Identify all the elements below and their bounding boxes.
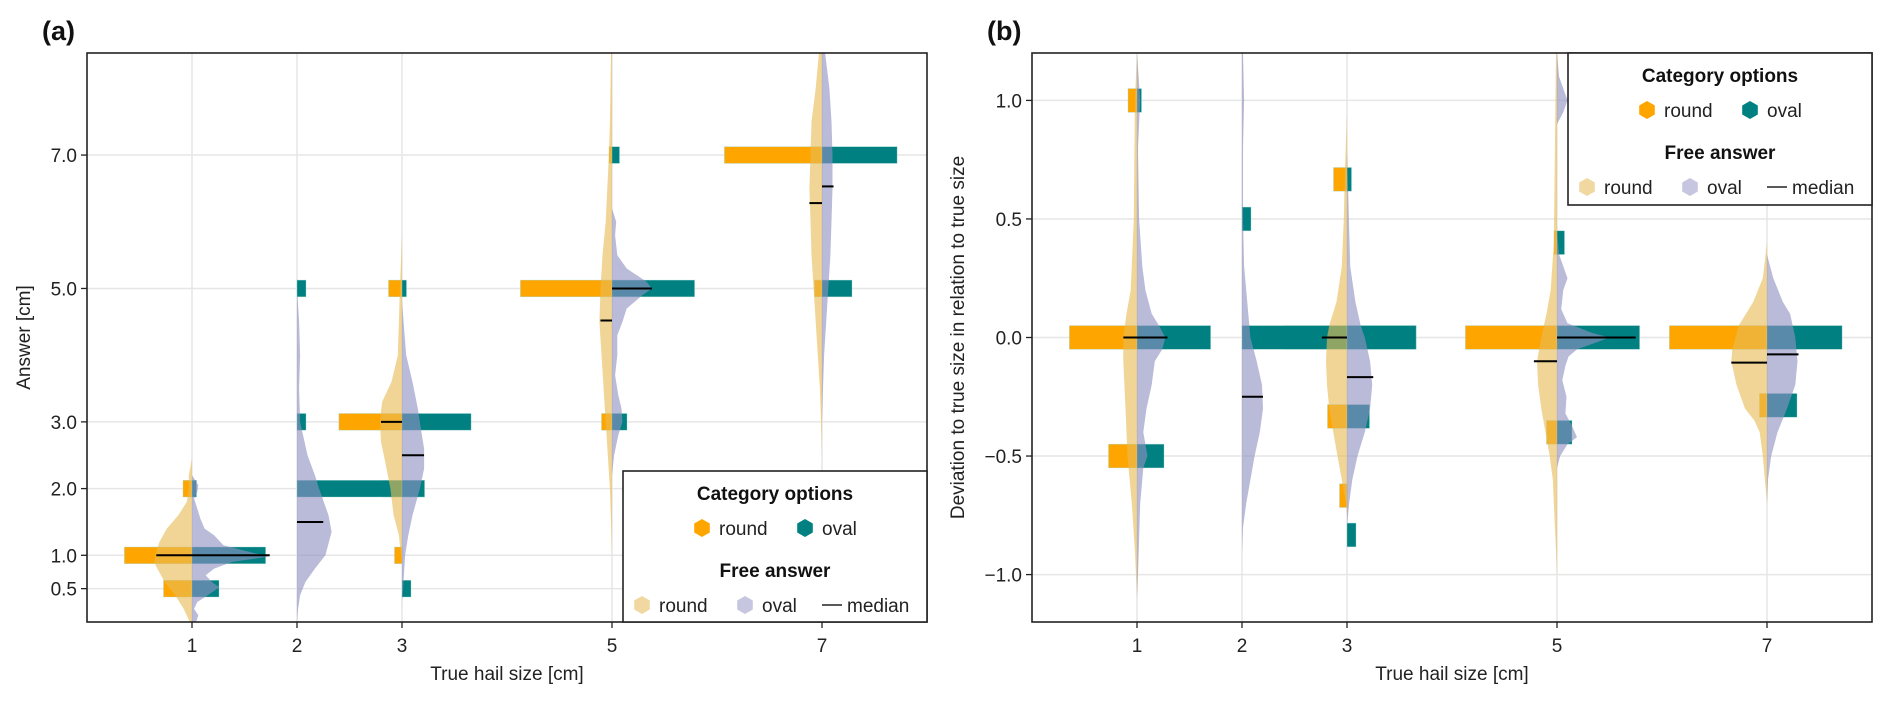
violin-oval	[192, 475, 269, 622]
violin-oval	[822, 53, 833, 422]
legend-hexagon-free-round-icon	[634, 596, 650, 614]
violin-round	[1123, 53, 1137, 599]
legend-hexagon-oval-icon	[797, 519, 813, 537]
legend-hexagon-free-round-icon	[1579, 178, 1595, 196]
legend-item-category-round: round	[719, 519, 768, 540]
x-tick-label: 7	[817, 636, 828, 657]
legend-item-free-oval: oval	[1707, 178, 1742, 199]
legend-hexagon-oval-icon	[1742, 101, 1758, 119]
legend-title-category: Category options	[697, 484, 853, 505]
category-bar-oval	[611, 146, 620, 164]
violin-round	[809, 53, 822, 456]
violin-round	[1731, 242, 1767, 504]
y-tick-label: 0.0	[996, 329, 1022, 350]
y-axis-label: Answer [cm]	[14, 285, 35, 390]
y-tick-label: 5.0	[51, 279, 77, 300]
violin-oval	[297, 288, 332, 622]
violin-round	[379, 235, 402, 562]
x-tick-label: 7	[1762, 636, 1773, 657]
legend-box	[622, 470, 928, 623]
legend-item-median: median	[1792, 178, 1854, 199]
legend: Category options round oval Free answer roun…	[1567, 52, 1873, 206]
x-tick-label: 2	[292, 636, 303, 657]
y-tick-label: 7.0	[51, 146, 77, 167]
legend-item-category-oval: oval	[822, 519, 857, 540]
y-axis-label: Deviation to true size in relation to tr…	[948, 156, 969, 519]
legend-hexagon-round-icon	[694, 519, 710, 537]
panel-label: (b)	[987, 16, 1021, 46]
y-tick-label: 1.0	[51, 546, 77, 567]
legend-hexagon-free-oval-icon	[737, 596, 753, 614]
violin-oval	[1557, 53, 1610, 468]
legend: Category options round oval Free answer roun…	[622, 470, 928, 623]
y-tick-label: 0.5	[996, 210, 1022, 231]
legend-item-category-oval: oval	[1767, 101, 1802, 122]
x-tick-label: 5	[1552, 636, 1563, 657]
violin-oval	[402, 301, 425, 602]
y-tick-label: 3.0	[51, 413, 77, 434]
category-bar-oval	[401, 279, 407, 298]
x-axis-label: True hail size [cm]	[430, 664, 583, 685]
category-bar-oval	[1346, 522, 1357, 548]
legend-title-category: Category options	[1642, 66, 1798, 87]
panel-label: (a)	[42, 16, 75, 46]
x-tick-label: 5	[607, 636, 618, 657]
category-bar-round	[520, 279, 613, 298]
x-tick-label: 3	[397, 636, 408, 657]
plot-area	[1069, 53, 1843, 599]
legend-hexagon-free-oval-icon	[1682, 178, 1698, 196]
violin-oval	[612, 208, 652, 476]
legend-item-free-oval: oval	[762, 596, 797, 617]
y-tick-label: 2.0	[51, 480, 77, 501]
violin-round	[1326, 112, 1347, 516]
panel-b: (b) 1 2 3 5 7 −1.0 −0.5 0.0 0.5 1.0 True hail size …	[948, 16, 1873, 685]
violin-oval	[1347, 147, 1373, 528]
violin-round	[1537, 53, 1557, 575]
x-tick-label: 3	[1342, 636, 1353, 657]
plot-area	[124, 53, 898, 622]
y-tick-label: 1.0	[996, 91, 1022, 112]
y-tick-label: −1.0	[984, 566, 1022, 587]
legend-title-free: Free answer	[1665, 143, 1776, 164]
violin-oval	[1767, 254, 1798, 504]
y-tick-label: 0.5	[51, 580, 77, 601]
legend-box	[1567, 52, 1873, 206]
violin-oval	[1242, 53, 1263, 551]
legend-item-free-round: round	[1604, 178, 1653, 199]
panel-a: (a) 1 2 3 5 7 0.5 1.0 2.0 3.0 5.0 7.0 True hail size…	[14, 16, 928, 685]
legend-item-median: median	[847, 596, 909, 617]
x-tick-label: 2	[1237, 636, 1248, 657]
legend-item-category-round: round	[1664, 101, 1713, 122]
legend-title-free: Free answer	[720, 561, 831, 582]
violin-round	[599, 53, 612, 556]
category-bar-oval	[1241, 206, 1252, 232]
x-tick-label: 1	[1132, 636, 1143, 657]
violin-round	[154, 458, 192, 622]
x-tick-label: 1	[187, 636, 198, 657]
category-bar-oval	[296, 279, 307, 298]
category-bar-oval	[821, 146, 898, 164]
legend-item-free-round: round	[659, 596, 708, 617]
legend-hexagon-round-icon	[1639, 101, 1655, 119]
x-axis-label: True hail size [cm]	[1375, 664, 1528, 685]
axes-frame	[86, 52, 928, 623]
violin-oval	[1137, 53, 1166, 599]
category-bar-round	[724, 146, 823, 164]
y-tick-label: −0.5	[984, 447, 1022, 468]
